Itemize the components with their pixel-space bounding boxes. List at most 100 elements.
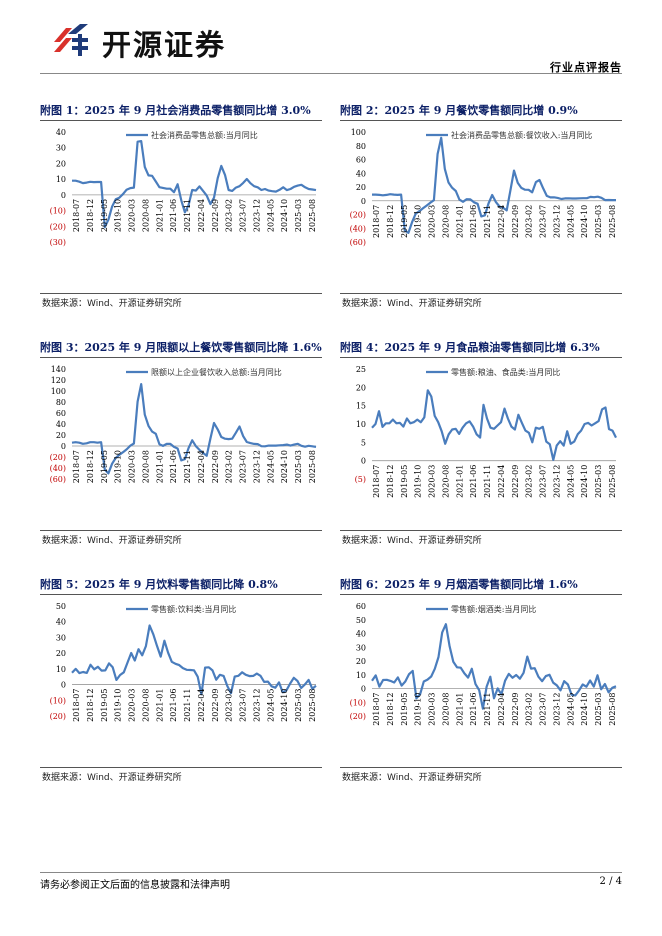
x-tick-label: 2024-10 xyxy=(280,199,289,232)
source-rule xyxy=(40,767,322,768)
x-tick-label: 2020-08 xyxy=(141,689,150,722)
x-tick-label: 2022-04 xyxy=(197,450,206,483)
x-tick-label: 2024-05 xyxy=(266,450,275,483)
series-line xyxy=(371,623,617,710)
y-tick-label: 100 xyxy=(351,128,366,137)
line-chart: 60 50 40 30 20 10 0 (10) (20) 2018-07 2018-12 2019-… xyxy=(350,602,617,726)
x-tick-label: 2020-03 xyxy=(428,693,437,726)
y-tick-label: 0 xyxy=(361,197,366,206)
y-tick-label: 25 xyxy=(356,365,366,374)
figure-title-rule xyxy=(340,357,622,358)
y-tick-label: 5 xyxy=(361,438,366,447)
x-tick-label: 2019-10 xyxy=(114,199,123,232)
figure-panel-6: 附图 6：2025 年 9 月烟酒零售额同比增 1.6% 60 50 40 30 20 1… xyxy=(340,576,622,786)
figure-panel-2: 附图 2：2025 年 9 月餐饮零售额同比增 0.9% 100 80 60 40 20… xyxy=(340,102,622,312)
y-tick-label: 20 xyxy=(356,183,366,192)
figure-source: 数据来源：Wind、开源证券研究所 xyxy=(342,773,482,783)
x-tick-label: 2022-04 xyxy=(197,689,206,722)
y-tick-label: 20 xyxy=(56,649,66,658)
x-tick-label: 2019-10 xyxy=(414,205,423,238)
x-tick-label: 2023-12 xyxy=(252,450,261,483)
x-tick-label: 2021-01 xyxy=(155,689,164,722)
x-tick-label: 2020-08 xyxy=(441,205,450,238)
legend-label: 零售额:烟酒类:当月同比 xyxy=(451,604,536,614)
x-tick-label: 2022-09 xyxy=(511,205,520,238)
x-tick-label: 2020-03 xyxy=(128,450,137,483)
x-tick-label: 2018-07 xyxy=(72,689,81,722)
x-tick-label: 2019-10 xyxy=(414,693,423,726)
x-tick-label: 2021-06 xyxy=(469,693,478,726)
x-tick-label: 2021-06 xyxy=(169,450,178,483)
figure-title: 附图 2：2025 年 9 月餐饮零售额同比增 0.9% xyxy=(340,104,578,117)
figure-title-rule xyxy=(40,357,322,358)
x-tick-label: 2019-10 xyxy=(414,465,423,498)
y-tick-label: (20) xyxy=(50,222,66,231)
x-tick-label: 2021-11 xyxy=(183,450,192,483)
x-tick-label: 2018-12 xyxy=(86,689,95,722)
y-tick-label: (20) xyxy=(350,211,366,220)
x-tick-label: 2018-12 xyxy=(86,199,95,232)
x-tick-label: 2025-08 xyxy=(608,693,617,726)
y-tick-label: 20 xyxy=(56,431,66,440)
line-chart: 140 120 100 80 60 40 20 0 (20) (40) (60) 2018-07 201… xyxy=(50,365,317,484)
y-tick-label: (60) xyxy=(350,238,366,247)
x-tick-label: 2020-03 xyxy=(428,465,437,498)
legend-label: 零售额:饮料类:当月同比 xyxy=(151,604,236,614)
x-tick-label: 2019-05 xyxy=(100,199,109,232)
y-tick-label: 20 xyxy=(356,383,366,392)
x-tick-label: 2021-06 xyxy=(469,205,478,238)
figure-title: 附图 5：2025 年 9 月饮料零售额同比降 0.8% xyxy=(40,578,278,591)
y-tick-label: 0 xyxy=(61,191,66,200)
y-tick-label: 10 xyxy=(56,665,66,674)
series-line xyxy=(372,136,616,235)
x-tick-label: 2018-12 xyxy=(386,205,395,238)
x-tick-label: 2019-05 xyxy=(400,465,409,498)
series-line xyxy=(371,389,617,462)
y-tick-label: (20) xyxy=(350,712,366,721)
y-tick-label: 60 xyxy=(56,409,66,418)
x-tick-label: 2020-03 xyxy=(128,199,137,232)
source-rule xyxy=(40,530,322,531)
x-tick-label: 2021-01 xyxy=(455,205,464,238)
y-tick-label: 80 xyxy=(56,398,66,407)
figure-source: 数据来源：Wind、开源证券研究所 xyxy=(42,299,182,309)
x-tick-label: 2022-09 xyxy=(511,465,520,498)
x-tick-label: 2020-08 xyxy=(441,693,450,726)
x-tick-label: 2024-10 xyxy=(580,465,589,498)
x-tick-label: 2021-01 xyxy=(155,450,164,483)
y-tick-label: (10) xyxy=(50,207,66,216)
figure-source: 数据来源：Wind、开源证券研究所 xyxy=(42,536,182,546)
x-tick-label: 2023-12 xyxy=(552,205,561,238)
source-rule xyxy=(340,293,622,294)
x-tick-label: 2024-05 xyxy=(566,465,575,498)
x-tick-label: 2018-07 xyxy=(72,199,81,232)
x-tick-label: 2023-02 xyxy=(225,689,234,722)
x-tick-label: 2025-08 xyxy=(308,450,317,483)
x-tick-label: 2023-02 xyxy=(525,465,534,498)
x-tick-label: 2024-05 xyxy=(566,693,575,726)
x-tick-label: 2021-06 xyxy=(169,199,178,232)
y-tick-label: 80 xyxy=(356,142,366,151)
x-tick-label: 2022-09 xyxy=(211,689,220,722)
y-tick-label: 60 xyxy=(356,156,366,165)
figure-title-rule xyxy=(40,120,322,121)
x-tick-label: 2020-08 xyxy=(141,450,150,483)
x-tick-label: 2025-03 xyxy=(594,693,603,726)
figure-title-rule xyxy=(40,594,322,595)
y-tick-label: 40 xyxy=(56,618,66,627)
figure-title: 附图 6：2025 年 9 月烟酒零售额同比增 1.6% xyxy=(340,578,578,591)
x-tick-label: 2023-07 xyxy=(539,693,548,726)
y-tick-label: 15 xyxy=(356,402,366,411)
x-tick-label: 2021-06 xyxy=(169,689,178,722)
series-line xyxy=(71,383,317,475)
x-tick-label: 2023-12 xyxy=(252,689,261,722)
page-header: 开源证券 行业点评报告 xyxy=(40,18,622,74)
y-tick-label: (20) xyxy=(50,453,66,462)
x-tick-label: 2023-07 xyxy=(239,199,248,232)
source-rule xyxy=(340,767,622,768)
line-chart: 100 80 60 40 20 0 (20) (40) (60) 2018-07 2018-12 20… xyxy=(350,128,617,247)
y-tick-label: 10 xyxy=(356,420,366,429)
y-tick-label: (5) xyxy=(355,475,366,484)
x-tick-label: 2022-09 xyxy=(211,450,220,483)
y-tick-label: 0 xyxy=(361,685,366,694)
